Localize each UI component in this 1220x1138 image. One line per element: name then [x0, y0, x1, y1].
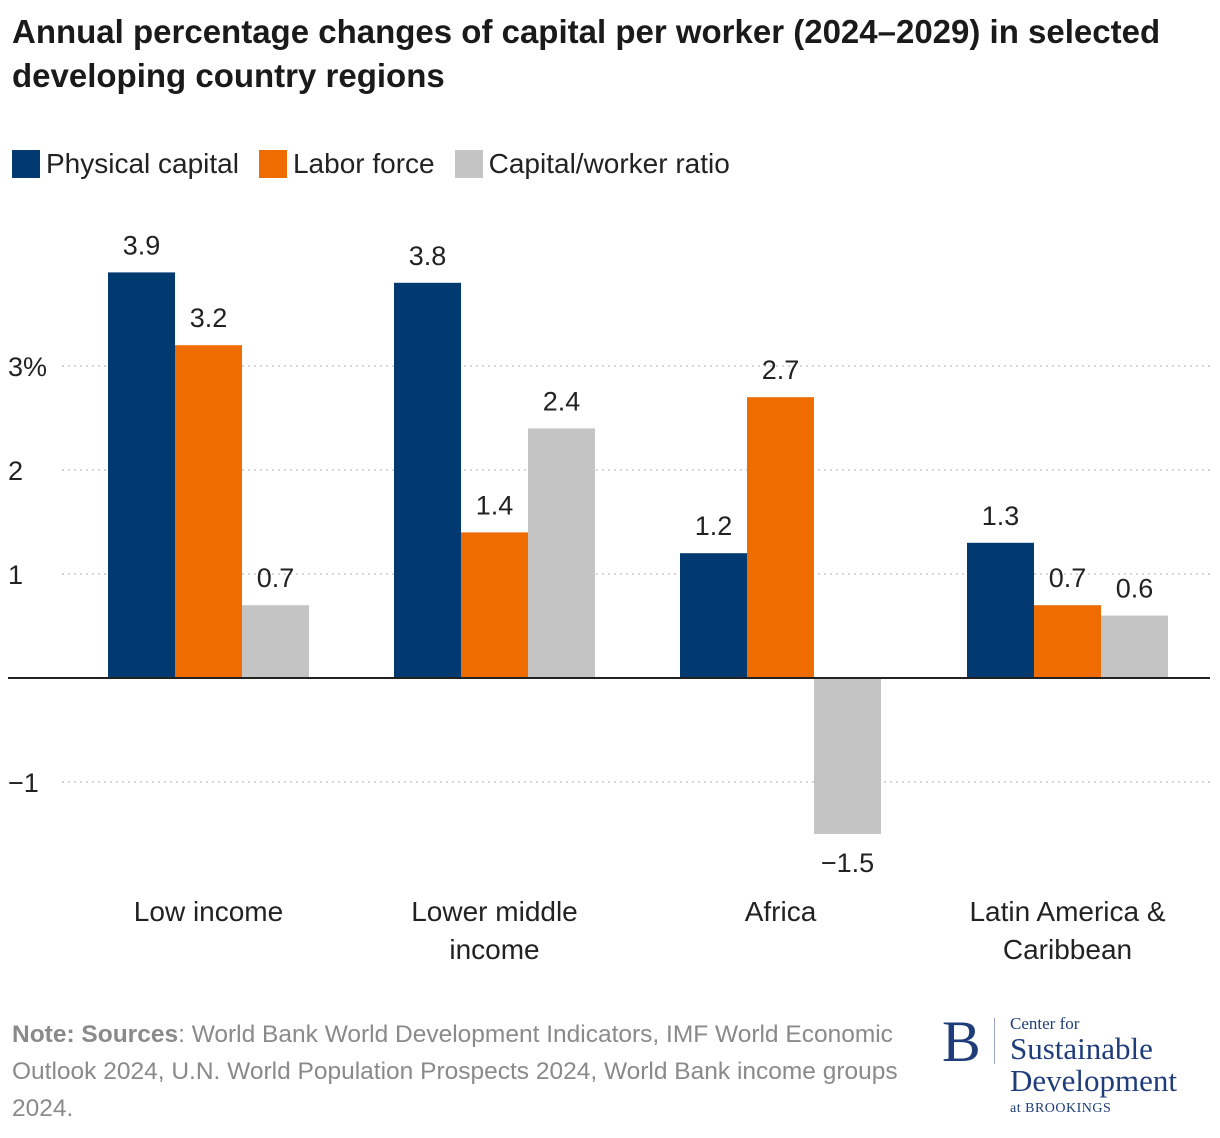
y-tick-label: 2 — [8, 456, 23, 486]
data-label: 1.2 — [695, 511, 733, 541]
x-category-label: Low income — [134, 896, 283, 927]
note-label: Note: Sources — [12, 1021, 179, 1048]
data-label: 0.7 — [1049, 563, 1087, 593]
logo-line-3: Development — [1010, 1063, 1178, 1098]
data-label: 3.9 — [123, 230, 161, 260]
bar-chart: 3% 2 1 −1 3.9 3.8 1.2 1.3 3.2 1.4 2.7 0.7 0.7 2.4 −1.5… — [8, 230, 1210, 965]
bar-2-3 — [1101, 615, 1168, 678]
bar-0-1 — [394, 282, 461, 678]
bar-2-0 — [242, 605, 309, 678]
logo-line-2: Sustainable — [1010, 1031, 1153, 1066]
bar-1-1 — [461, 532, 528, 678]
legend-label-physical-capital: Physical capital — [46, 148, 239, 179]
data-label: 0.6 — [1116, 574, 1154, 604]
note-text: : World Bank World Development Indicator… — [12, 1021, 898, 1122]
data-label: 2.7 — [762, 355, 800, 385]
bar-0-3 — [967, 542, 1034, 678]
logo-letter: B — [942, 1009, 981, 1074]
legend-item-capital-worker-ratio: Capital/worker ratio — [454, 148, 730, 180]
logo-line-4: at BROOKINGS — [1010, 1101, 1112, 1116]
bar-1-2 — [747, 397, 814, 678]
data-label: 2.4 — [543, 386, 581, 416]
legend-item-labor-force: Labor force — [258, 148, 435, 180]
data-label: 3.2 — [190, 303, 228, 333]
data-label: 1.4 — [476, 490, 514, 520]
bar-1-3 — [1034, 605, 1101, 678]
legend-label-capital-worker-ratio: Capital/worker ratio — [488, 148, 730, 179]
bar-1-0 — [175, 345, 242, 678]
legend-swatch-physical-capital — [12, 150, 40, 178]
legend-swatch-labor-force — [258, 150, 287, 178]
bar-0-2 — [680, 553, 747, 678]
logo-line-1: Center for — [1010, 1014, 1080, 1033]
chart-legend: Physical capital Labor force Capital/wor… — [12, 146, 750, 182]
data-label: 1.3 — [982, 501, 1020, 531]
brookings-logo: B Center for Sustainable Development at … — [942, 1012, 1212, 1122]
data-label: 0.7 — [257, 563, 295, 593]
y-tick-label: 3% — [8, 352, 47, 382]
data-label: 3.8 — [409, 241, 447, 271]
x-category-label: Lower middle — [411, 896, 578, 927]
legend-item-physical-capital: Physical capital — [12, 148, 239, 180]
chart-title: Annual percentage changes of capital per… — [12, 13, 1161, 94]
bar-2-2 — [814, 678, 881, 834]
x-category-label: Caribbean — [1003, 934, 1132, 965]
logo-divider — [994, 1018, 995, 1064]
legend-swatch-capital-worker-ratio — [454, 150, 483, 178]
x-category-label: income — [449, 934, 539, 965]
data-label: −1.5 — [821, 848, 874, 878]
y-tick-label: 1 — [8, 560, 23, 590]
x-category-label: Africa — [745, 896, 817, 927]
bar-0-0 — [108, 272, 175, 678]
x-category-label: Latin America & — [969, 896, 1165, 927]
y-tick-label: −1 — [8, 768, 39, 798]
legend-label-labor-force: Labor force — [292, 148, 435, 179]
source-note: Note: Sources: World Bank World Developm… — [12, 1016, 912, 1127]
bar-2-1 — [528, 428, 595, 678]
